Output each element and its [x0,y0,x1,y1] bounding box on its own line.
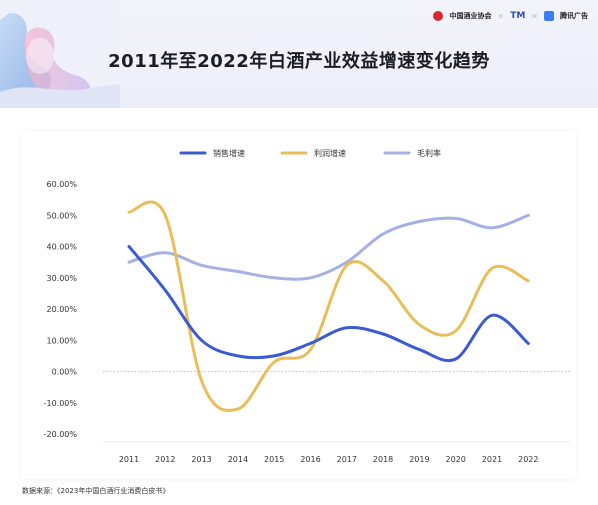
logo-text-association: 中国酒业协会 [449,12,492,20]
legend-label-gross: 毛利率 [417,148,441,158]
logo-text-tm: TM [510,11,526,21]
legend-label-profit: 利润增速 [314,148,346,158]
logo-text-tencent-ads: 腾讯广告 [560,12,588,20]
tencent-ads-logo-icon [544,11,554,21]
partner-logos: 中国酒业协会 ✕ TM ✕ 腾讯广告 [433,9,588,23]
page-title: 2011年至2022年白酒产业效益增速变化趋势 [108,51,490,72]
legend-label-sales: 销售增速 [213,148,245,158]
series-line-gross [127,213,530,281]
x-tick-label: 2017 [337,455,357,464]
series-line-profit [127,200,530,412]
x-tick-label: 2018 [373,455,393,464]
y-tick-label: -20.00% [44,430,78,439]
y-tick-label: 50.00% [46,211,77,220]
y-tick-label: 30.00% [46,274,77,283]
logo-separator-icon: ✕ [497,11,505,21]
data-source-note: 数据来源：《2023年中国白酒行业消费白皮书》 [22,487,170,495]
chart-card [21,131,576,479]
china-alcohol-association-logo-icon [433,11,444,21]
x-tick-label: 2014 [228,455,248,464]
x-tick-label: 2012 [155,455,175,464]
header-banner: 中国酒业协会 ✕ TM ✕ 腾讯广告 2011年至2022年白酒产业效益增速变化… [0,0,598,108]
x-tick-label: 2015 [264,455,284,464]
x-tick-label: 2016 [300,455,320,464]
x-tick-label: 2022 [518,455,538,464]
x-tick-label: 2019 [409,455,429,464]
logo-separator-icon: ✕ [531,11,538,21]
decorative-illustration [0,0,120,108]
y-tick-label: -10.00% [44,399,78,408]
series-line-sales [127,245,530,363]
y-tick-label: 60.00% [46,180,77,189]
x-tick-label: 2021 [482,455,502,464]
y-tick-label: 20.00% [46,305,77,314]
y-tick-label: 40.00% [46,243,77,252]
y-tick-label: 10.00% [46,336,77,345]
y-tick-label: 0.00% [52,368,78,377]
x-tick-label: 2020 [446,455,466,464]
x-tick-label: 2011 [119,455,139,464]
x-tick-label: 2013 [191,455,211,464]
